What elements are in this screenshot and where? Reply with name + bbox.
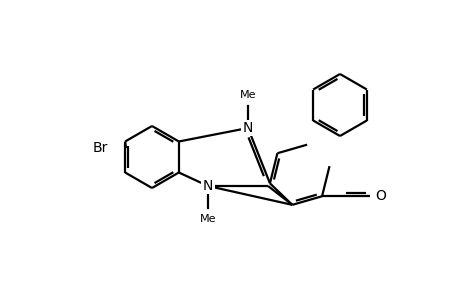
Text: N: N (242, 121, 252, 135)
Text: Me: Me (239, 90, 256, 100)
Text: O: O (374, 189, 385, 203)
Text: Me: Me (199, 214, 216, 224)
Text: Br: Br (92, 141, 108, 155)
Text: N: N (202, 179, 213, 193)
